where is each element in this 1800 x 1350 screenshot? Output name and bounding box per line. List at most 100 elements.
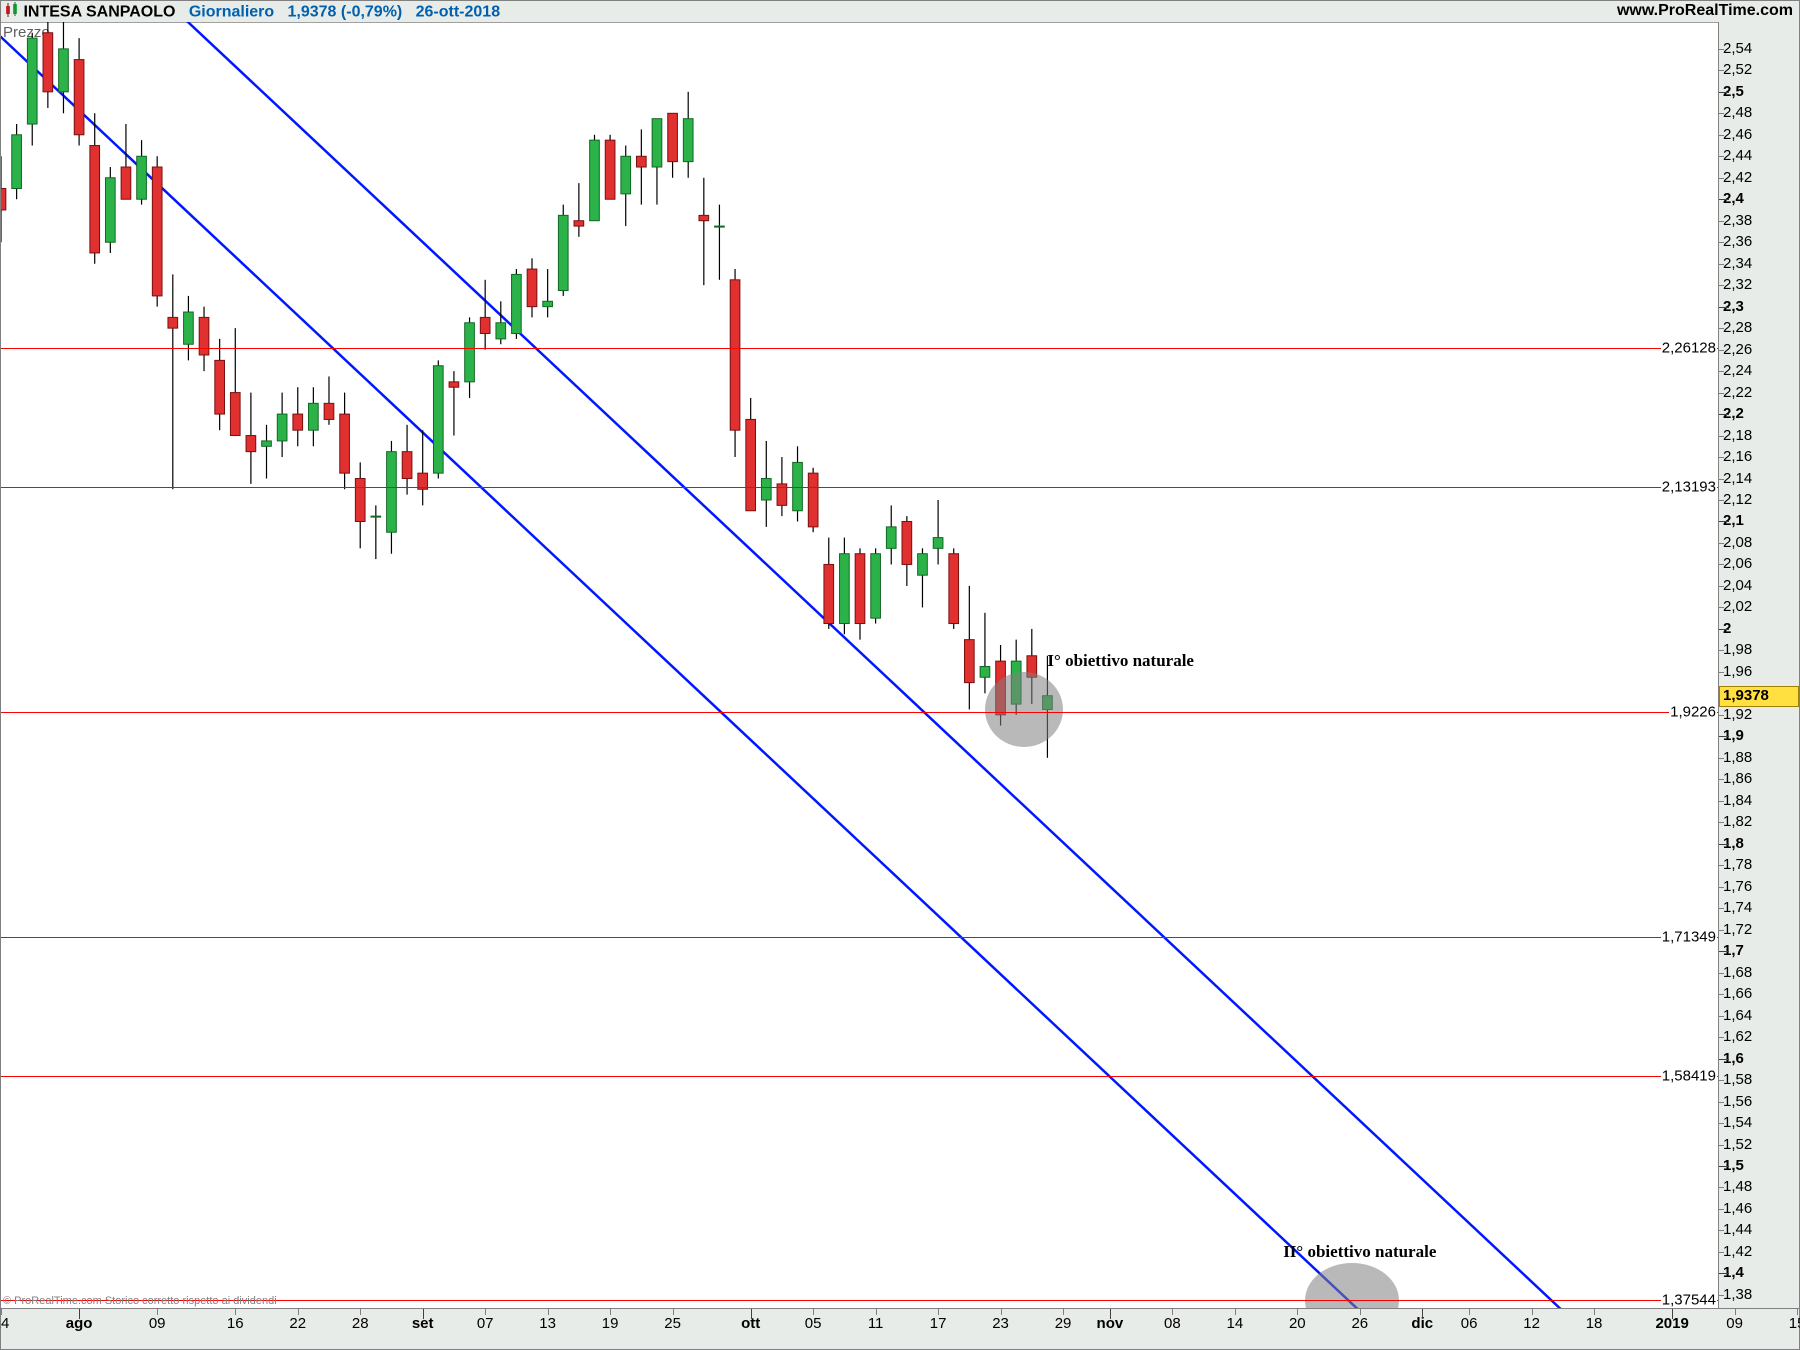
y-tick-label: 2,34: [1723, 255, 1752, 272]
y-tick-label: 1,68: [1723, 964, 1752, 981]
candle: [652, 119, 662, 167]
y-tick-label: 2,18: [1723, 427, 1752, 444]
horizontal-level: [1, 1076, 1719, 1077]
level-label: 1,58419: [1661, 1067, 1717, 1084]
y-tick-label: 2,28: [1723, 319, 1752, 336]
candle: [309, 403, 319, 430]
candle: [340, 414, 350, 473]
candle: [371, 516, 381, 517]
candle: [433, 366, 443, 473]
x-tick-label: 19: [602, 1315, 619, 1332]
candle: [746, 419, 756, 510]
y-tick-label: 2,52: [1723, 61, 1752, 78]
candle: [262, 441, 272, 446]
candle: [480, 317, 490, 333]
candle: [1, 188, 6, 209]
candle: [808, 473, 818, 527]
y-axis: 2,542,522,52,482,462,442,422,42,382,362,…: [1718, 22, 1799, 1309]
horizontal-level: [1, 348, 1719, 349]
level-label: 1,71349: [1661, 928, 1717, 945]
y-tick-label: 2,42: [1723, 169, 1752, 186]
candle: [543, 301, 553, 306]
horizontal-level: [1, 487, 1719, 488]
x-tick-label: 16: [227, 1315, 244, 1332]
candle: [355, 479, 365, 522]
x-tick-label: 14: [1226, 1315, 1243, 1332]
y-tick-label: 2,46: [1723, 126, 1752, 143]
y-tick-label: 2,38: [1723, 212, 1752, 229]
y-tick-label: 1,64: [1723, 1007, 1752, 1024]
y-tick-label: 1,82: [1723, 813, 1752, 830]
candle: [402, 452, 412, 479]
y-tick-label: 2,48: [1723, 104, 1752, 121]
candle: [902, 521, 912, 564]
y-tick-label: 1,96: [1723, 663, 1752, 680]
y-tick-label: 2,36: [1723, 233, 1752, 250]
horizontal-level: [1, 712, 1719, 713]
candle: [90, 146, 100, 253]
candle: [730, 280, 740, 430]
y-tick-label: 2,22: [1723, 384, 1752, 401]
y-tick-label: 1,72: [1723, 921, 1752, 938]
y-tick-label: 2,24: [1723, 362, 1752, 379]
candle: [886, 527, 896, 548]
x-axis: 24ago09162228set07131925ott0511172329nov…: [1, 1308, 1799, 1349]
candle: [668, 113, 678, 161]
header-date: 26-ott-2018: [416, 4, 500, 21]
candle: [465, 323, 475, 382]
y-tick-label: 1,62: [1723, 1028, 1752, 1045]
candle: [246, 436, 256, 452]
last-price: 1,9378: [288, 4, 337, 21]
candle: [293, 414, 303, 430]
x-tick-label: 07: [477, 1315, 494, 1332]
chart-header: INTESA SANPAOLO Giornaliero 1,9378 (-0,7…: [1, 1, 1799, 23]
candle: [512, 274, 522, 333]
candle: [184, 312, 194, 344]
x-tick-label: 08: [1164, 1315, 1181, 1332]
header-left: INTESA SANPAOLO Giornaliero 1,9378 (-0,7…: [5, 2, 500, 23]
candle: [558, 215, 568, 290]
x-tick-label: 13: [539, 1315, 556, 1332]
candle: [871, 554, 881, 618]
candle: [683, 119, 693, 162]
y-tick-label: 1,52: [1723, 1136, 1752, 1153]
candle: [137, 156, 147, 199]
x-tick-label: 09: [1726, 1315, 1743, 1332]
y-tick-label: 2,04: [1723, 577, 1752, 594]
plot-area[interactable]: 2,261282,131931,92261,713491,584191,3754…: [1, 22, 1719, 1309]
x-tick-label: 09: [149, 1315, 166, 1332]
chart-svg: [1, 22, 1719, 1311]
x-tick-label: 28: [352, 1315, 369, 1332]
y-tick-label: 1,58: [1723, 1071, 1752, 1088]
price-chart[interactable]: INTESA SANPAOLO Giornaliero 1,9378 (-0,7…: [0, 0, 1800, 1350]
candle: [105, 178, 115, 242]
price-flag: 1,9378: [1719, 686, 1799, 707]
candle: [621, 156, 631, 194]
candle: [387, 452, 397, 533]
candle: [715, 226, 725, 227]
x-tick-label: 20: [1289, 1315, 1306, 1332]
y-tick-label: 1,42: [1723, 1243, 1752, 1260]
candle: [59, 49, 69, 92]
y-tick-label: 1,54: [1723, 1114, 1752, 1131]
y-tick-label: 2,12: [1723, 491, 1752, 508]
annotation-label: II° obiettivo naturale: [1283, 1242, 1436, 1262]
y-tick-label: 2,54: [1723, 40, 1752, 57]
y-tick-label: 2,32: [1723, 276, 1752, 293]
y-tick-label: 1,38: [1723, 1286, 1752, 1303]
level-label: 2,26128: [1661, 340, 1717, 357]
candle: [964, 640, 974, 683]
timeframe-label: Giornaliero: [189, 4, 274, 21]
y-tick-label: 2,02: [1723, 598, 1752, 615]
level-label: 1,37544: [1661, 1291, 1717, 1308]
y-tick-label: 2,16: [1723, 448, 1752, 465]
candle: [980, 667, 990, 678]
ticker-name: INTESA SANPAOLO: [23, 4, 175, 21]
x-tick-label: 11: [868, 1315, 884, 1332]
candle: [590, 140, 600, 221]
candle-icon: [5, 2, 19, 23]
y-tick-label: 2,14: [1723, 470, 1752, 487]
candle: [527, 269, 537, 307]
copyright-label: © ProRealTime.com Storico corretto rispe…: [3, 1295, 277, 1307]
x-tick-label: 24: [0, 1315, 9, 1332]
